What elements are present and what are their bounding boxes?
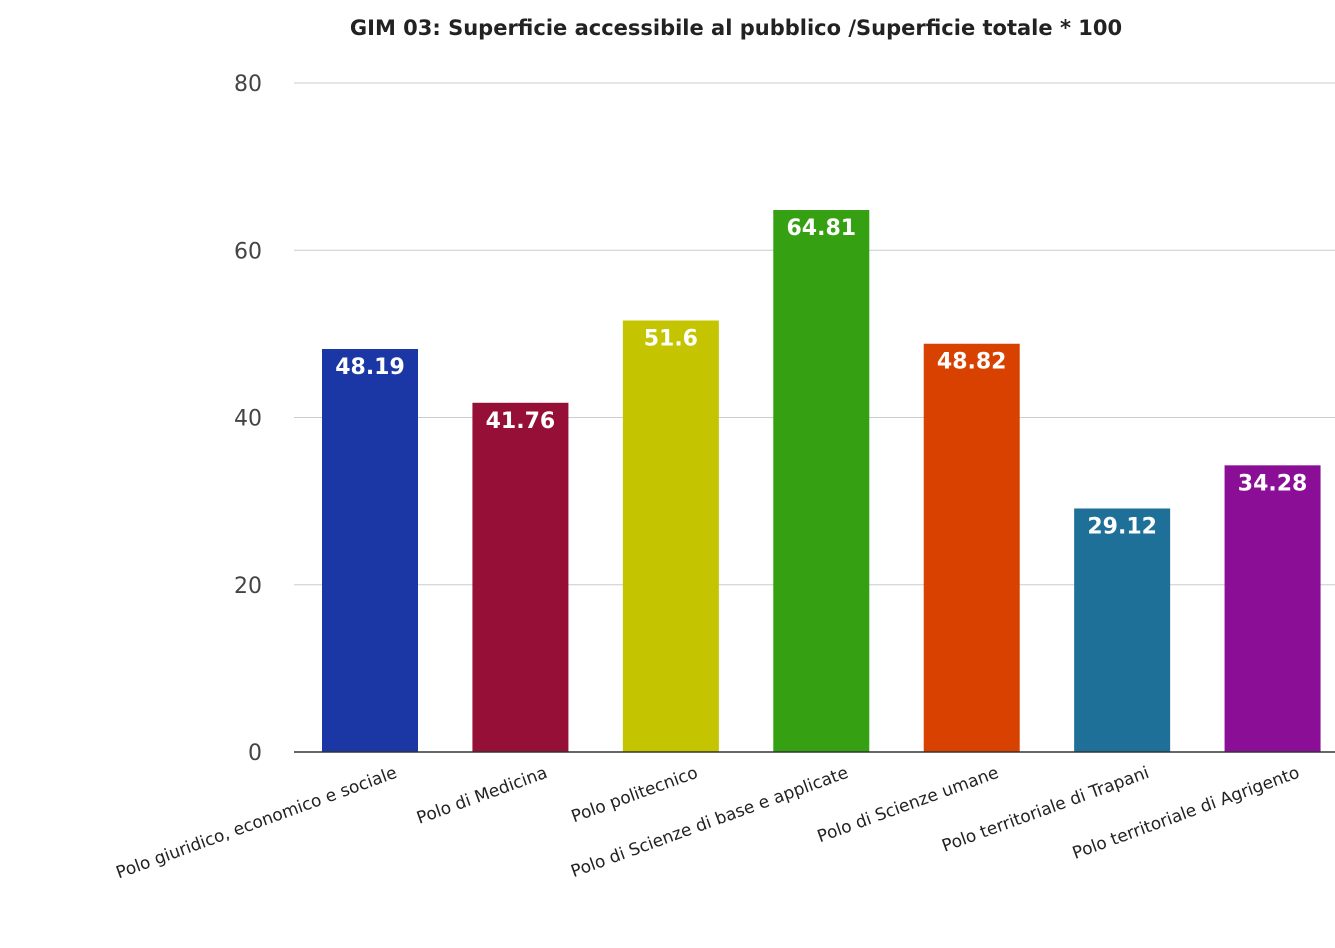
data-label: 64.81 [786,216,856,241]
data-label: 41.76 [486,409,556,434]
bar [1074,508,1171,752]
x-tick-label: Polo politecnico [569,763,701,827]
x-axis-tick-labels: Polo giuridico, economico e sociale Polo … [114,763,1303,883]
bar [472,402,569,752]
bar [773,210,870,753]
x-tick-label: Polo di Scienze di base e applicate [568,763,851,882]
bar [923,343,1020,752]
data-label: 48.19 [335,355,405,380]
y-tick-label: 60 [234,239,262,264]
y-tick-label: 80 [234,72,262,97]
data-label: 48.82 [937,350,1007,375]
bar [1224,465,1321,752]
data-labels: 48.19 41.76 51.6 64.81 48.82 29.12 34.28 [335,216,1307,539]
y-tick-label: 40 [234,407,262,432]
chart-title: GIM 03: Superficie accessibile al pubbli… [350,16,1122,40]
bar [322,349,418,752]
y-axis-tick-labels: 0 20 40 60 80 [234,72,262,766]
y-tick-label: 0 [248,741,262,766]
y-tick-label: 20 [234,574,262,599]
data-label: 34.28 [1238,471,1308,496]
bars [322,210,1321,753]
bar [622,320,719,752]
x-tick-label: Polo giuridico, economico e sociale [114,763,400,883]
data-label: 29.12 [1087,514,1157,539]
x-tick-label: Polo di Medicina [414,763,550,829]
data-label: 51.6 [644,326,698,351]
